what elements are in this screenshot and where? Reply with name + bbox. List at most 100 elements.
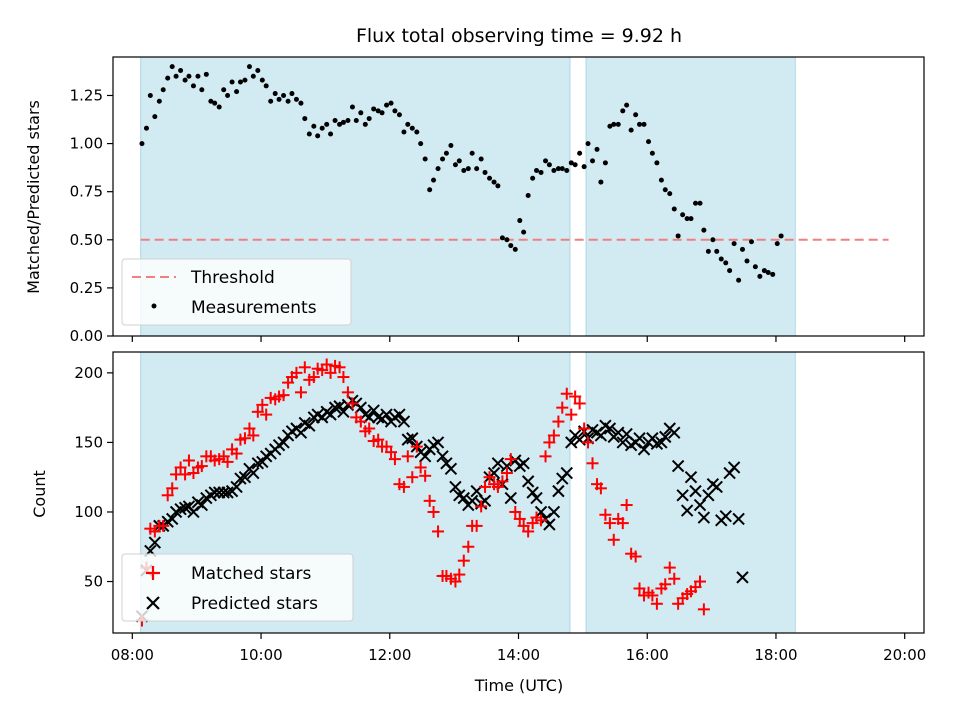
predicted-star-point — [719, 509, 732, 523]
measurement-point — [431, 177, 437, 183]
x-tick-label: 18:00 — [754, 646, 797, 664]
matched-star-point — [470, 519, 483, 532]
matched-star-point — [333, 361, 346, 374]
matched-star-point — [663, 561, 676, 574]
measurement-point — [366, 116, 372, 122]
measurement-point — [633, 112, 639, 118]
x-axis-label: Time (UTC) — [474, 676, 563, 695]
measurement-point — [379, 110, 385, 116]
predicted-star-point — [465, 494, 479, 508]
measurement-point — [165, 75, 171, 81]
predicted-star-point — [328, 401, 342, 414]
measurement-point — [405, 121, 411, 127]
top-y-tick-label: 0.75 — [70, 183, 103, 201]
measurement-point — [675, 233, 681, 239]
measurement-point — [311, 123, 317, 129]
measurement-point — [285, 98, 291, 104]
measurement-point — [281, 92, 287, 98]
measurement-point — [662, 187, 668, 193]
x-tick-label: 12:00 — [368, 646, 411, 664]
measurement-point — [538, 169, 544, 175]
matched-star-point — [513, 512, 526, 525]
top-shaded-interval-1 — [585, 56, 796, 337]
matched-star-point — [547, 429, 560, 442]
top-y-tick-label: 0.25 — [70, 279, 103, 297]
matched-star-point — [603, 517, 616, 530]
measurement-point — [615, 121, 621, 127]
bottom-y-axis-label: Count — [30, 470, 49, 518]
predicted-star-point — [727, 461, 741, 474]
measurement-point — [765, 270, 771, 276]
predicted-star-point — [616, 436, 629, 449]
top-y-tick-label: 1.00 — [70, 135, 103, 153]
x-tick-label: 10:00 — [239, 646, 282, 664]
matched-star-point — [324, 366, 337, 379]
legend-matched-label: Matched stars — [191, 564, 311, 584]
predicted-star-point — [504, 491, 517, 505]
matched-star-point — [320, 358, 333, 371]
measurement-point — [392, 108, 398, 114]
measurement-point — [761, 268, 767, 274]
measurement-point — [332, 117, 338, 123]
measurement-point — [688, 216, 694, 222]
predicted-star-point — [668, 426, 681, 439]
measurement-point — [263, 83, 269, 89]
predicted-star-point — [234, 472, 247, 485]
measurement-point — [517, 218, 523, 224]
matched-star-point — [453, 568, 466, 581]
matched-star-point — [251, 405, 264, 418]
matched-star-point — [462, 540, 475, 553]
predicted-star-point — [684, 470, 698, 484]
measurement-point — [499, 235, 505, 241]
measurement-point — [302, 116, 308, 122]
matched-star-point — [616, 517, 629, 530]
matched-star-point — [182, 454, 195, 467]
legend-threshold-label: Threshold — [190, 268, 275, 288]
measurement-point — [456, 158, 462, 164]
measurement-point — [530, 175, 536, 181]
predicted-star-point — [633, 432, 646, 445]
measurement-point — [259, 77, 265, 83]
top-y-tick-label: 1.25 — [70, 86, 103, 104]
measurement-point — [658, 177, 664, 183]
measurement-point — [340, 119, 346, 125]
measurement-point — [710, 237, 716, 243]
measurement-point — [534, 168, 540, 174]
matched-star-point — [354, 415, 367, 428]
top-x-ticks — [131, 336, 906, 342]
matched-star-point — [337, 371, 350, 384]
bottom-y-tick-label: 100 — [74, 503, 103, 521]
matched-star-point — [341, 386, 354, 399]
predicted-star-point — [436, 450, 449, 463]
measurement-point — [624, 102, 630, 108]
predicted-star-point — [680, 504, 694, 517]
matched-star-point — [298, 361, 311, 374]
measurement-point — [306, 131, 312, 137]
matched-star-point — [388, 453, 401, 466]
measurement-point — [242, 77, 248, 83]
bottom-legend: Matched stars Predicted stars — [121, 553, 354, 622]
matched-star-point — [179, 468, 192, 481]
predicted-star-point — [457, 491, 470, 505]
measurement-point — [178, 67, 184, 73]
measurement-point — [182, 77, 188, 83]
predicted-star-point — [517, 457, 530, 470]
matched-star-point — [414, 461, 427, 474]
measurement-point — [452, 162, 458, 168]
measurement-point — [186, 73, 192, 79]
matched-star-point — [509, 505, 522, 518]
matched-star-point — [290, 366, 303, 379]
measurement-point — [667, 191, 673, 197]
predicted-star-point — [397, 415, 411, 428]
measurement-point — [521, 229, 527, 235]
matched-star-point — [385, 446, 398, 459]
legend-measurements-label: Measurements — [191, 298, 317, 318]
predicted-star-point — [552, 484, 565, 498]
matched-star-point — [397, 480, 410, 493]
predicted-star-point — [444, 462, 458, 476]
measurement-point — [620, 108, 626, 114]
measurement-point — [739, 246, 745, 252]
predicted-star-point — [526, 486, 539, 499]
measurement-point — [208, 98, 214, 104]
matched-star-point — [560, 387, 573, 400]
